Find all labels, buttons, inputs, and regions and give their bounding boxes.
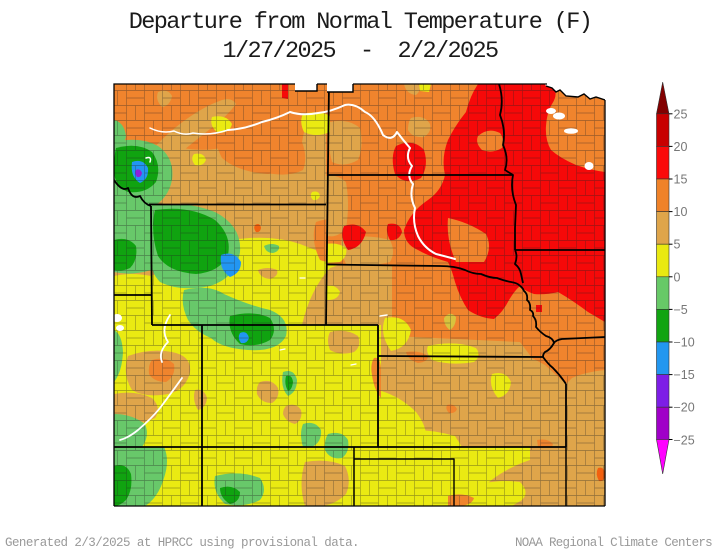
svg-text:15: 15: [674, 173, 688, 187]
svg-text:−10: −10: [674, 336, 695, 350]
svg-text:25: 25: [674, 107, 688, 121]
svg-text:20: 20: [674, 140, 688, 154]
svg-text:5: 5: [674, 238, 681, 252]
svg-text:−25: −25: [674, 433, 695, 447]
svg-text:10: 10: [674, 205, 688, 219]
svg-text:−15: −15: [674, 368, 695, 382]
svg-text:0: 0: [674, 270, 681, 284]
svg-text:−20: −20: [674, 401, 695, 415]
svg-text:−5: −5: [674, 303, 688, 317]
